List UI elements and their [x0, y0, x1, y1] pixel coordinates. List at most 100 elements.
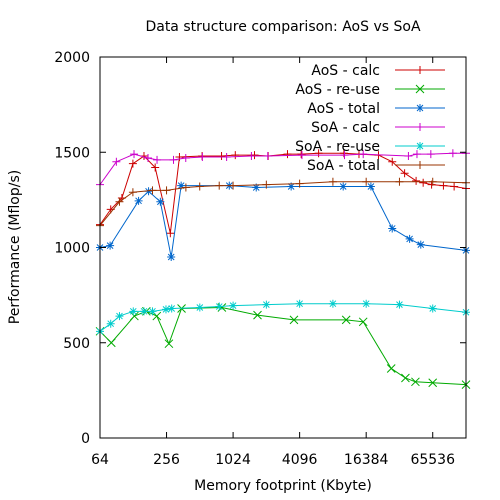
data-point	[328, 177, 337, 186]
data-point	[405, 234, 414, 243]
x-tick-label: 256	[153, 452, 180, 468]
data-point	[144, 187, 153, 196]
legend-marker	[416, 123, 424, 131]
data-point	[222, 153, 231, 162]
data-point	[289, 315, 299, 325]
data-point	[181, 183, 190, 192]
data-point	[177, 181, 186, 190]
data-point	[231, 151, 240, 160]
data-point	[428, 177, 437, 186]
legend-label: SoA - calc	[311, 120, 380, 136]
data-point	[148, 307, 157, 316]
y-tick-label: 500	[63, 336, 90, 352]
data-point	[161, 305, 170, 314]
data-point	[450, 182, 459, 191]
data-point	[195, 182, 204, 191]
data-point	[139, 307, 148, 316]
data-point	[297, 150, 306, 159]
chart-title: Data structure comparison: AoS vs SoA	[145, 19, 420, 35]
legend-marker	[416, 161, 424, 169]
data-point	[412, 176, 421, 185]
data-point	[247, 152, 256, 161]
data-point	[428, 304, 437, 313]
y-tick-label: 0	[81, 431, 90, 447]
legend-marker	[415, 84, 425, 94]
legend-label: AoS - calc	[311, 63, 380, 79]
data-point	[162, 186, 171, 195]
data-point	[263, 152, 272, 161]
legend-marker	[416, 66, 424, 74]
y-tick-label: 1000	[54, 241, 90, 257]
data-point	[426, 150, 435, 159]
data-point	[388, 224, 397, 233]
data-point	[252, 183, 261, 192]
data-point	[419, 178, 428, 187]
data-point	[148, 186, 157, 195]
data-point	[416, 240, 425, 249]
data-point	[428, 378, 438, 388]
data-point	[366, 182, 375, 191]
data-point	[169, 155, 178, 164]
data-point	[144, 153, 153, 162]
data-point	[166, 229, 175, 238]
data-point	[386, 364, 396, 373]
series-line	[99, 185, 467, 258]
data-point	[175, 153, 184, 162]
data-point	[130, 150, 139, 159]
series-5	[96, 177, 470, 230]
data-point	[106, 319, 115, 328]
data-point	[106, 241, 115, 250]
series-1	[95, 303, 471, 390]
legend-marker	[416, 104, 424, 112]
data-point	[412, 150, 421, 159]
data-point	[129, 307, 138, 316]
data-point	[164, 339, 174, 349]
data-point	[262, 180, 271, 189]
data-point	[115, 312, 124, 321]
x-tick-label: 16384	[344, 452, 389, 468]
y-tick-label: 2000	[54, 50, 90, 66]
data-point	[106, 338, 116, 348]
data-point	[328, 299, 337, 308]
data-point	[395, 177, 404, 186]
data-point	[229, 181, 238, 190]
series-4	[96, 299, 470, 336]
legend-label: SoA - total	[307, 158, 380, 174]
legend-marker	[416, 142, 424, 150]
series-3	[96, 149, 470, 189]
data-point	[167, 253, 176, 262]
data-point	[362, 177, 371, 186]
y-tick-label: 1500	[54, 145, 90, 161]
data-point	[167, 304, 176, 313]
data-point	[362, 299, 371, 308]
data-point	[215, 302, 224, 311]
plot-content	[95, 149, 471, 390]
x-tick-label: 4096	[282, 452, 318, 468]
data-point	[388, 157, 397, 166]
data-point	[340, 151, 349, 160]
data-point	[151, 163, 160, 172]
data-point	[128, 159, 137, 168]
data-point	[411, 377, 420, 387]
data-point	[404, 152, 413, 161]
series-line	[99, 181, 467, 226]
data-point	[314, 149, 323, 158]
axis-ticks: 0 500 1000 1500 2000 64 256 1024 4096 16384 65536	[54, 50, 466, 468]
legend-label: AoS - re-use	[295, 82, 380, 98]
data-point	[339, 182, 348, 191]
x-tick-label: 64	[91, 452, 109, 468]
data-point	[287, 182, 296, 191]
x-tick-label: 1024	[215, 452, 251, 468]
data-point	[295, 299, 304, 308]
data-point	[401, 373, 410, 383]
data-point	[153, 155, 162, 164]
data-point	[156, 197, 165, 206]
data-point	[439, 181, 448, 190]
x-axis-label: Memory footprint (Kbyte)	[194, 478, 372, 494]
legend: AoS - calc AoS - re-use AoS - total SoA - c…	[295, 63, 445, 174]
data-point	[181, 153, 190, 162]
data-point	[358, 317, 368, 327]
data-point	[217, 152, 226, 161]
